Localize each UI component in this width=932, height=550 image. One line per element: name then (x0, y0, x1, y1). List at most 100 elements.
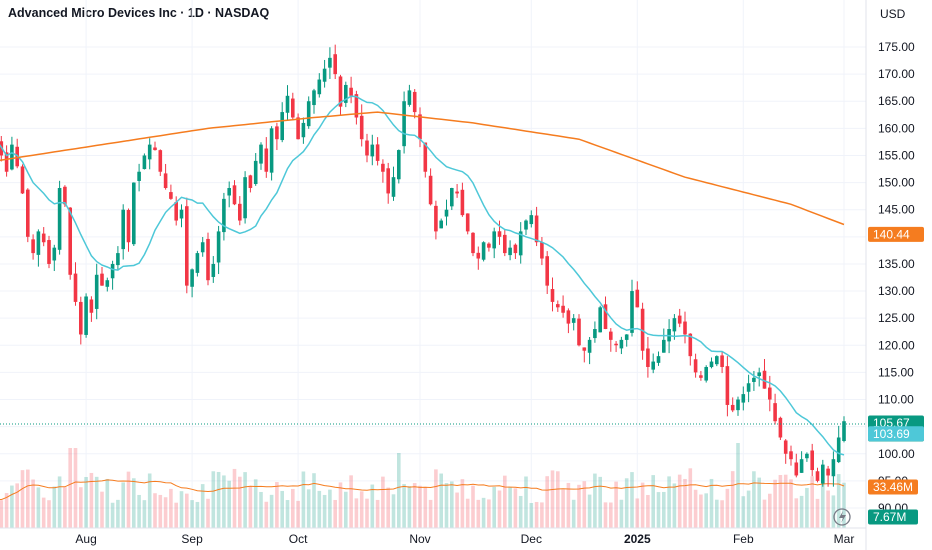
volume-bar (0, 500, 4, 528)
volume-bar (375, 499, 380, 528)
candle (179, 209, 184, 219)
price-tick: 110.00 (878, 393, 914, 407)
candle (609, 331, 613, 340)
price-tick: 160.00 (878, 121, 915, 135)
volume-bar (656, 492, 661, 528)
volume-bar (513, 488, 518, 528)
replay-icon[interactable] (833, 508, 851, 526)
volume-bar (799, 495, 804, 528)
candle (121, 209, 125, 250)
price-tick: 130.00 (878, 284, 915, 298)
time-tick: Oct (289, 532, 308, 546)
volume-bar (635, 498, 640, 528)
candle (773, 403, 777, 422)
candle (397, 150, 401, 180)
volume-bar (407, 486, 412, 528)
volume-bar (805, 487, 809, 528)
candle (4, 152, 9, 172)
volume-bar (434, 469, 438, 528)
volume-bar (301, 471, 306, 528)
candle (746, 383, 751, 392)
candle (842, 421, 846, 442)
currency-label[interactable]: USD (880, 7, 906, 21)
candle (492, 231, 496, 249)
volume-bar (815, 498, 820, 528)
volume-bar (492, 486, 496, 528)
volume-bar (153, 493, 157, 528)
candle (603, 304, 608, 330)
volume-bars (0, 443, 846, 528)
volume-bar (397, 453, 401, 528)
volume-ma-line (0, 479, 845, 501)
candle (699, 375, 703, 378)
volume-bar (821, 482, 825, 528)
volume-bar (762, 499, 767, 528)
volume-bar (640, 482, 645, 528)
volume-bar (662, 491, 666, 528)
volume-bar (677, 474, 682, 528)
candle (497, 231, 502, 237)
volume-bar (328, 489, 332, 528)
volume-bar (518, 495, 523, 528)
candle (465, 213, 470, 232)
candle (84, 296, 88, 335)
volume-bar (216, 471, 221, 528)
ma-short-line (0, 95, 845, 456)
volume-bar (545, 476, 549, 528)
candle (508, 247, 512, 256)
volume-bar (746, 490, 751, 528)
candle (577, 318, 581, 346)
volume-bar (609, 502, 613, 528)
volume-bar (699, 494, 703, 528)
volume-bar (778, 475, 783, 528)
candle (693, 359, 698, 373)
volume-bar (338, 482, 343, 528)
volume-bar (556, 471, 560, 528)
volume-bar (534, 501, 539, 528)
price-tick: 175.00 (878, 40, 915, 54)
volume-bar (105, 478, 110, 528)
volume-bar (524, 476, 528, 528)
candle (333, 54, 337, 75)
candle (646, 348, 650, 367)
candle (169, 192, 173, 199)
candle (41, 233, 46, 243)
volume-bar (100, 491, 104, 528)
volume-bar (730, 471, 735, 528)
volume-bar (322, 494, 327, 528)
candle (736, 399, 740, 411)
volume-bar (158, 494, 163, 528)
volume-bar (444, 483, 449, 528)
price-tick: 120.00 (878, 338, 915, 352)
candle (227, 188, 231, 196)
volume-bar (142, 500, 147, 528)
volume-bar (757, 477, 761, 528)
volume-bar (794, 498, 799, 528)
candle (349, 87, 353, 96)
volume-bar (826, 490, 830, 528)
candle (158, 150, 163, 172)
volume-bar (720, 500, 724, 528)
volume-bar (195, 501, 200, 528)
volume-bar (842, 482, 846, 528)
volume-bar (529, 502, 534, 528)
candle (566, 310, 571, 324)
volume-bar (359, 491, 364, 528)
candle (153, 147, 157, 151)
candle (36, 231, 41, 255)
candle (730, 404, 735, 411)
volume-bar (752, 471, 756, 528)
volume-bar (667, 476, 671, 528)
volume-bar (68, 448, 72, 528)
volume-bar (693, 489, 698, 528)
candle (826, 468, 830, 476)
candle (328, 57, 332, 68)
volume-bar (768, 493, 772, 528)
candle (561, 305, 565, 313)
volume-bar (741, 496, 746, 528)
volume-bar (31, 479, 35, 528)
candle (211, 263, 216, 277)
volume-bar (508, 486, 512, 528)
volume-bar (725, 488, 730, 528)
